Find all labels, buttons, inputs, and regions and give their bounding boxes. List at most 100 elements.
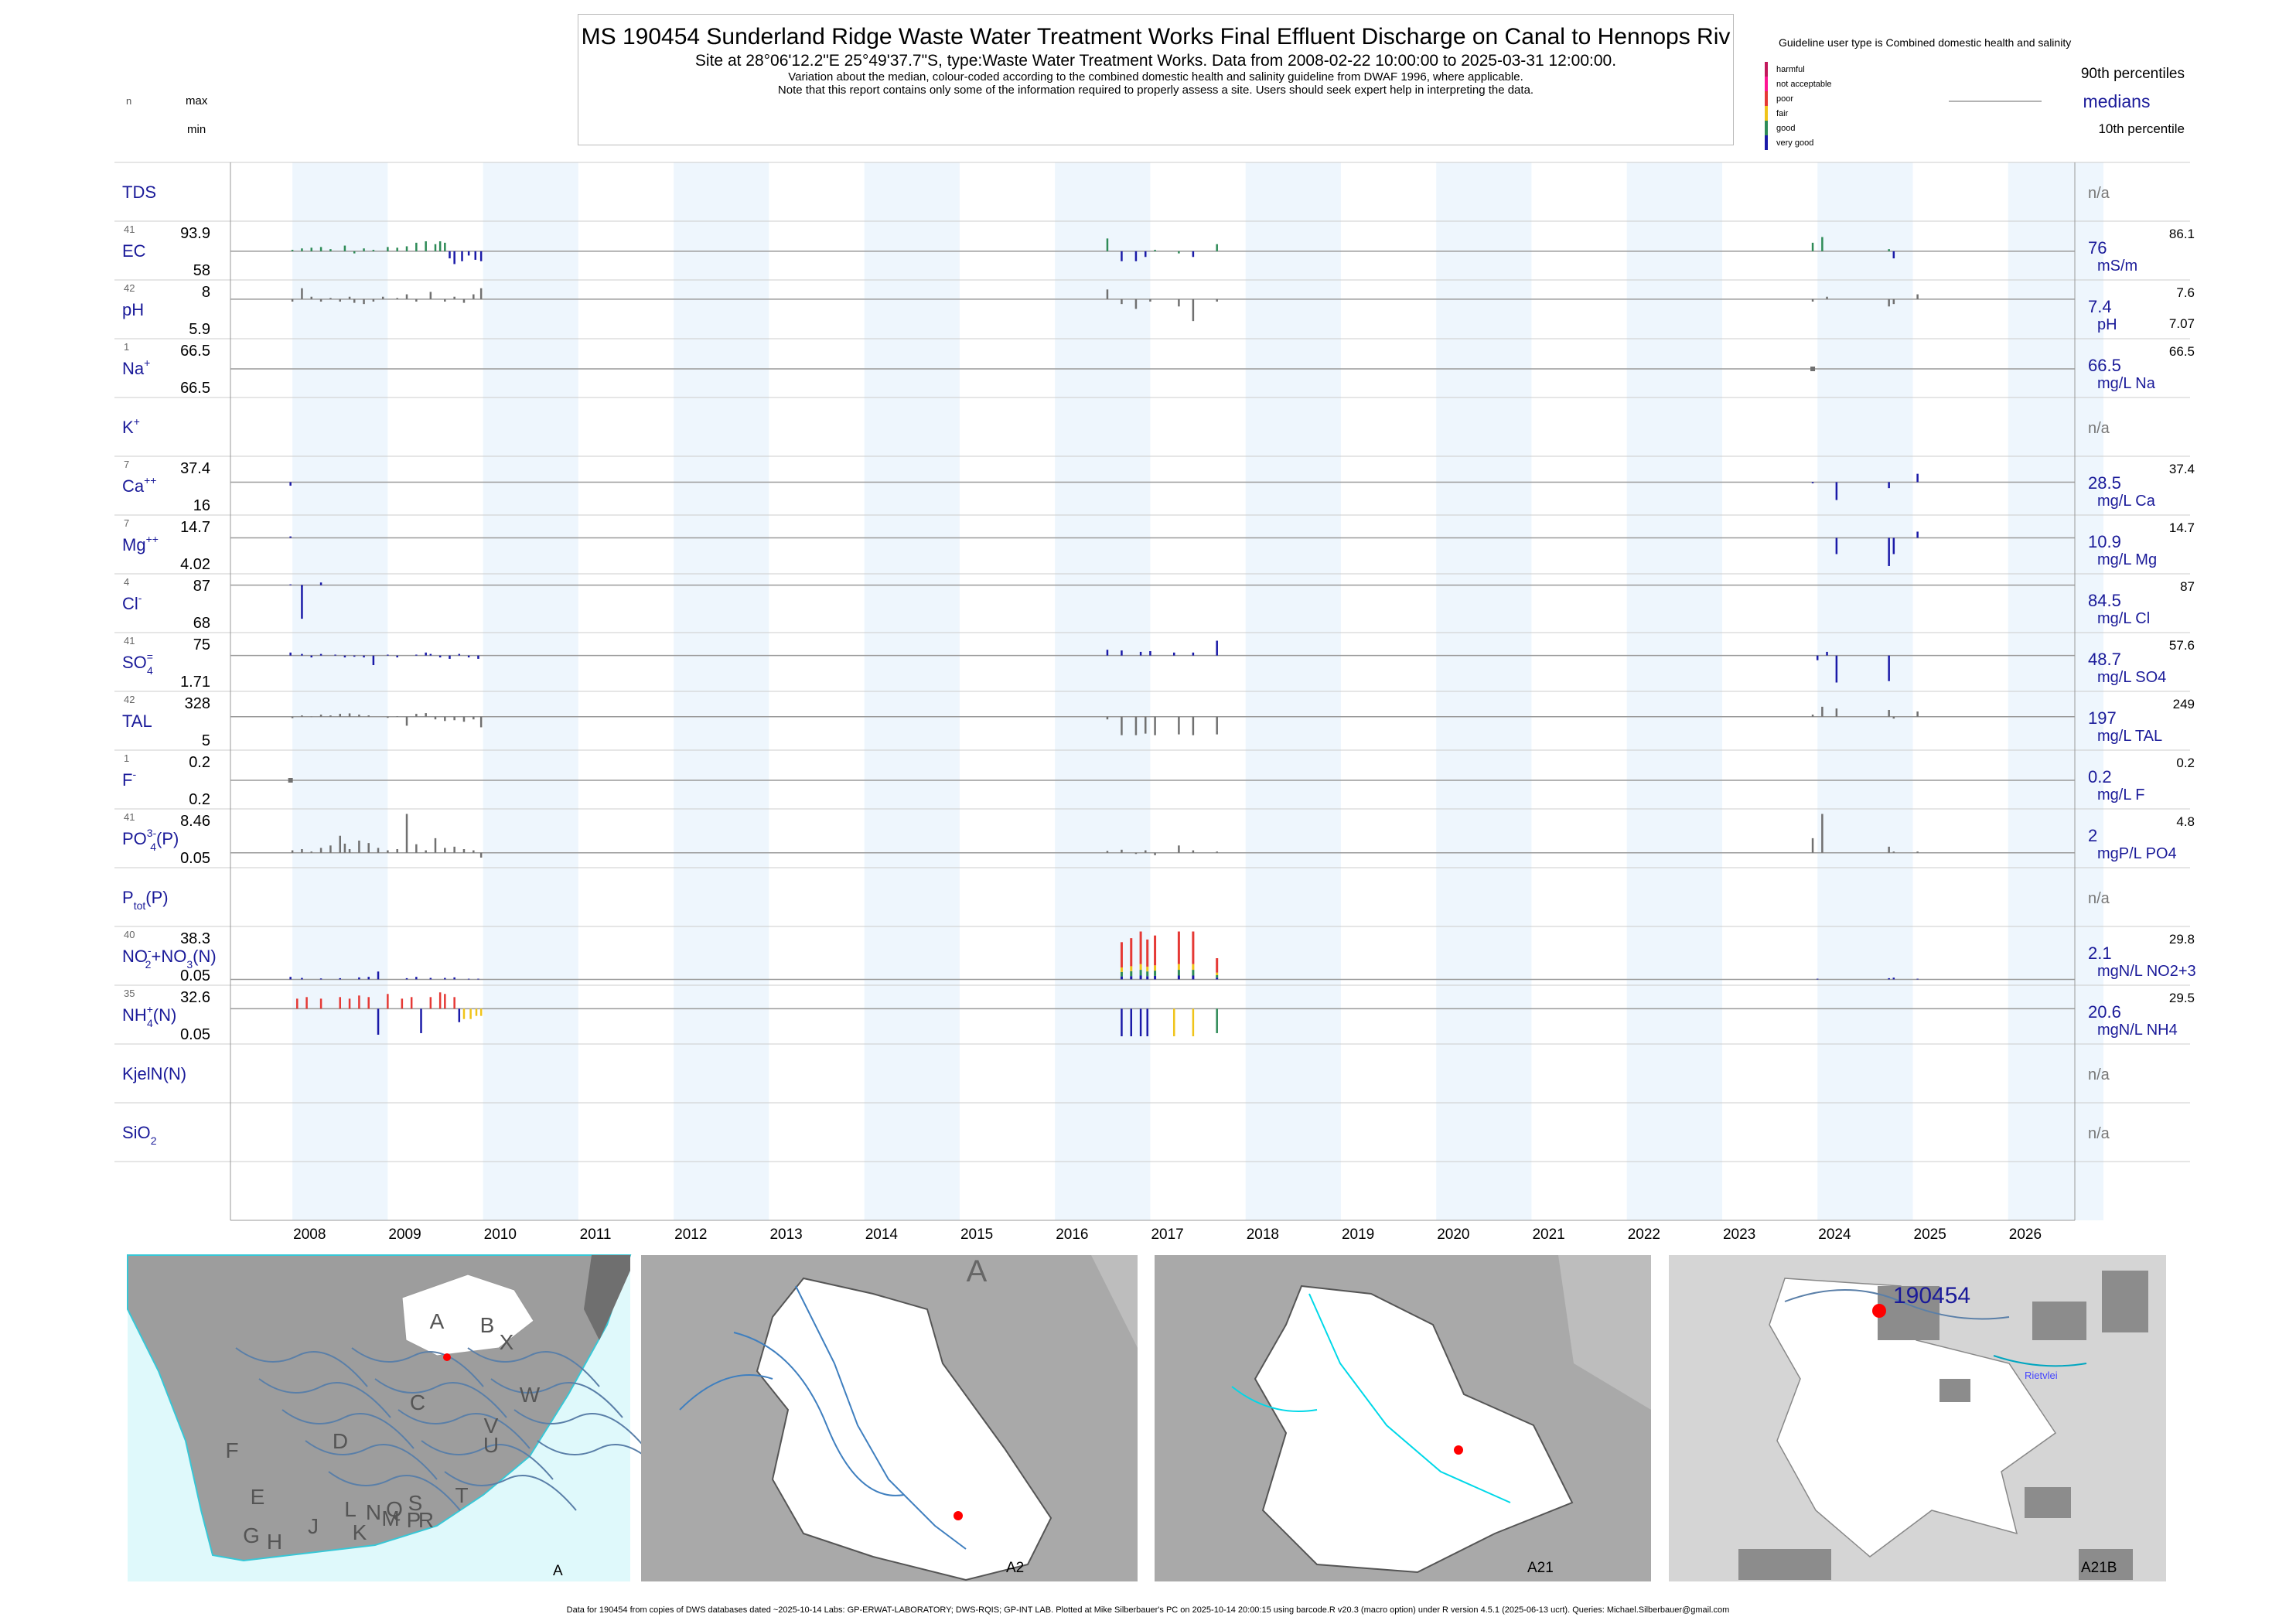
sample-count: 7 xyxy=(124,517,129,529)
year-tick-label: 2020 xyxy=(1437,1227,1469,1243)
legend-p90: 90th percentiles xyxy=(2081,66,2185,82)
year-tick-label: 2011 xyxy=(580,1227,612,1243)
legend-medians: medians xyxy=(2083,91,2151,111)
drainage-letter: E xyxy=(251,1485,265,1509)
year-tick-label: 2021 xyxy=(1532,1227,1564,1243)
median-value: 48.7 xyxy=(2088,650,2121,669)
unit-label: mgN/L NH4 xyxy=(2097,1022,2178,1039)
p90-value: 66.5 xyxy=(2169,344,2195,359)
legend-heading: Guideline user type is Combined domestic… xyxy=(1779,36,2071,49)
drainage-letter: D xyxy=(333,1429,348,1453)
river-line xyxy=(490,1378,623,1418)
min-value: 58 xyxy=(193,262,210,279)
param-label: pH xyxy=(122,300,144,319)
legend-swatch xyxy=(1765,77,1768,91)
param-label: Mg++ xyxy=(122,533,159,554)
river-line xyxy=(1231,1386,1318,1412)
river-line xyxy=(679,1374,773,1411)
corner-labels: n max min xyxy=(126,94,208,136)
row-SiO2: SiO2 n/a xyxy=(114,1102,2190,1162)
legend-swatch xyxy=(1765,91,1768,106)
p90-value: 87 xyxy=(2180,579,2195,594)
legend-swatch xyxy=(1765,62,1768,77)
river-line xyxy=(1308,1293,1511,1503)
row-TDS: TDS n/a xyxy=(114,162,2190,202)
year-tick-label: 2018 xyxy=(1247,1227,1279,1243)
legend-swatch xyxy=(1765,135,1768,150)
map-panel-A2: A A2 xyxy=(641,1254,1138,1581)
drainage-letter: A xyxy=(430,1309,445,1333)
min-value: 0.05 xyxy=(180,850,210,867)
year-tick-label: 2024 xyxy=(1818,1227,1851,1243)
river-line xyxy=(305,1440,438,1480)
row-Kjel: KjelN(N) n/a xyxy=(114,1043,2190,1083)
river-line xyxy=(258,1378,391,1418)
year-tick-label: 2015 xyxy=(960,1227,993,1243)
drainage-letter: X xyxy=(500,1330,514,1354)
median-value: 0.2 xyxy=(2088,767,2112,786)
max-value: 87 xyxy=(193,578,210,595)
year-tick-label: 2025 xyxy=(1914,1227,1946,1243)
param-label: SiO2 xyxy=(122,1123,157,1147)
max-value: 32.6 xyxy=(180,989,210,1006)
max-value: 38.3 xyxy=(180,930,210,947)
drainage-letter: T xyxy=(455,1483,468,1507)
river-line xyxy=(397,1409,531,1449)
legend-class-label: poor xyxy=(1776,94,1793,104)
year-tick-label: 2013 xyxy=(769,1227,802,1243)
sample-count: 1 xyxy=(124,752,129,764)
legend-class-label: good xyxy=(1776,124,1795,133)
drainage-letter: M xyxy=(381,1506,399,1530)
river-line xyxy=(421,1440,554,1480)
unit-label: mgP/L PO4 xyxy=(2097,845,2177,862)
urban-area xyxy=(1738,1549,1831,1580)
map-corner-letter: A xyxy=(967,1254,988,1288)
row-K: K+ n/a xyxy=(114,397,2190,437)
site-marker xyxy=(1454,1445,1463,1455)
map-panel-A21B: 190454 Rietvlei A21B xyxy=(1669,1255,2166,1581)
max-value: 66.5 xyxy=(180,343,210,360)
data-point xyxy=(288,778,293,783)
river-line xyxy=(328,1471,461,1511)
not-available-label: n/a xyxy=(2088,890,2110,907)
p90-value: 57.6 xyxy=(2169,638,2195,653)
river-line xyxy=(444,1471,577,1511)
urban-area xyxy=(2032,1302,2086,1340)
year-tick-label: 2017 xyxy=(1151,1227,1183,1243)
param-label: KjelN(N) xyxy=(122,1064,186,1083)
min-value: 0.05 xyxy=(180,967,210,984)
sample-count: 4 xyxy=(124,576,129,588)
unit-label: mg/L SO4 xyxy=(2097,669,2166,686)
median-value: 84.5 xyxy=(2088,591,2121,610)
param-label: K+ xyxy=(122,415,140,437)
title-box: MS 190454 Sunderland Ridge Waste Water T… xyxy=(578,14,1734,145)
year-tick-label: 2016 xyxy=(1056,1227,1088,1243)
param-label: PO3-4(P) xyxy=(122,827,179,853)
unit-label: mg/L Na xyxy=(2097,375,2156,392)
drainage-letter: F xyxy=(225,1438,238,1462)
legend-swatch xyxy=(1765,106,1768,121)
year-tick-label: 2012 xyxy=(674,1227,707,1243)
param-label: F- xyxy=(122,768,136,790)
map-caption: A21B xyxy=(2081,1560,2117,1576)
river-line xyxy=(795,1285,967,1550)
legend: Guideline user type is Combined domestic… xyxy=(1765,36,2185,150)
unit-label: mgN/L NO2+3 xyxy=(2097,963,2196,980)
not-available-label: n/a xyxy=(2088,1066,2110,1083)
site-marker xyxy=(1872,1304,1886,1318)
unit-label: mg/L Mg xyxy=(2097,551,2157,568)
min-label: min xyxy=(187,123,206,136)
max-value: 328 xyxy=(185,695,210,712)
median-value: 2.1 xyxy=(2088,943,2112,963)
urban-area xyxy=(2102,1271,2148,1332)
river-line xyxy=(235,1347,368,1387)
chart-note-2: Note that this report contains only some… xyxy=(777,84,1534,97)
urban-area xyxy=(2079,1549,2133,1580)
drainage-letter: W xyxy=(520,1383,541,1407)
not-available-label: n/a xyxy=(2088,185,2110,202)
row-Ca: Ca++ 7 37.4 16 28.5mg/L Ca 37.4 xyxy=(114,455,2195,514)
